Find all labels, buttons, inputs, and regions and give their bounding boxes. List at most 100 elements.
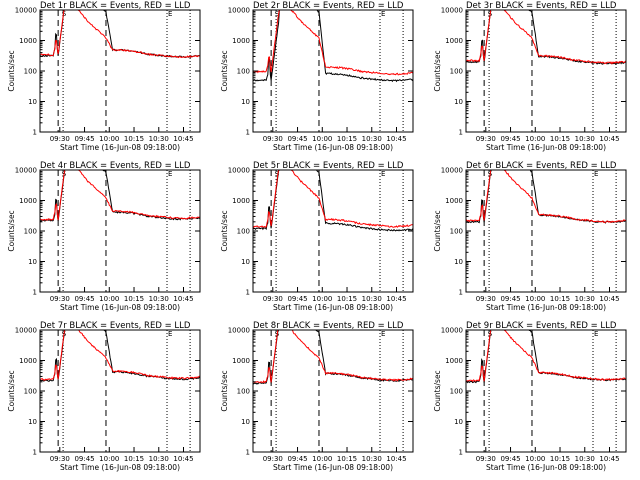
- x-tick-label: 10:45: [599, 455, 619, 463]
- y-tick-label: 100: [24, 68, 37, 76]
- series-lld-line: [465, 9, 627, 65]
- chart-panel: Det 3r BLACK = Events, RED = LLD S E 1 10 100…: [426, 0, 639, 160]
- x-tick-label: 10:15: [337, 135, 357, 143]
- x-tick-label: 10:30: [149, 135, 169, 143]
- x-tick-label: 09:30: [50, 455, 70, 463]
- chart-panel: Det 4r BLACK = Events, RED = LLD S E 1 10 100…: [0, 160, 213, 320]
- end-marker: E: [594, 330, 598, 338]
- y-tick-label: 10: [28, 258, 37, 266]
- x-tick-label: 10:15: [124, 295, 144, 303]
- x-tick-label: 10:15: [550, 295, 570, 303]
- y-tick-label: 10: [454, 418, 463, 426]
- x-tick-label: 10:00: [312, 295, 332, 303]
- plot-frame: [252, 329, 414, 453]
- y-tick-label: 100: [450, 228, 463, 236]
- series-lld-line: [252, 329, 414, 384]
- y-tick-label: 10: [28, 98, 37, 106]
- y-tick-label: 1000: [445, 197, 463, 205]
- x-tick-label: 10:30: [362, 295, 382, 303]
- y-axis-label: Counts/sec: [433, 50, 442, 91]
- x-tick-label: 10:00: [99, 135, 119, 143]
- end-marker: E: [381, 170, 385, 178]
- plot-frame: [465, 169, 627, 293]
- x-tick-label: 09:45: [74, 295, 94, 303]
- y-tick-label: 10: [454, 258, 463, 266]
- chart-panel: Det 9r BLACK = Events, RED = LLD S E 1 10 100…: [426, 320, 639, 480]
- y-axis-label: Counts/sec: [220, 210, 229, 251]
- series-lld-line: [465, 329, 626, 383]
- x-tick-label: 09:30: [476, 135, 496, 143]
- x-tick-label: 09:30: [263, 455, 283, 463]
- y-tick-label: 1: [459, 129, 463, 137]
- y-tick-label: 10000: [228, 327, 250, 335]
- y-tick-label: 10: [241, 258, 250, 266]
- y-tick-label: 100: [24, 388, 37, 396]
- y-tick-label: 1000: [19, 197, 37, 205]
- y-axis-label: Counts/sec: [7, 210, 16, 251]
- x-tick-label: 09:45: [287, 295, 307, 303]
- x-tick-label: 10:30: [575, 455, 595, 463]
- series-events-line: [39, 329, 201, 382]
- x-tick-label: 10:15: [550, 135, 570, 143]
- panel-title: Det 8r BLACK = Events, RED = LLD: [253, 321, 404, 331]
- end-marker: E: [168, 10, 172, 18]
- y-tick-label: 1: [459, 449, 463, 457]
- y-axis-label: Counts/sec: [220, 50, 229, 91]
- start-marker: S: [62, 10, 67, 18]
- x-tick-label: 09:30: [476, 295, 496, 303]
- start-marker: S: [275, 170, 280, 178]
- y-tick-label: 10000: [441, 7, 463, 15]
- y-tick-label: 1: [33, 449, 37, 457]
- y-tick-label: 100: [237, 228, 250, 236]
- y-tick-label: 10000: [15, 327, 37, 335]
- x-axis-label: Start Time (16-Jun-08 09:18:00): [273, 143, 393, 152]
- x-tick-label: 09:45: [74, 455, 94, 463]
- x-axis-label: Start Time (16-Jun-08 09:18:00): [60, 303, 180, 312]
- y-tick-label: 10000: [441, 167, 463, 175]
- y-tick-label: 10: [454, 98, 463, 106]
- x-tick-label: 10:30: [362, 135, 382, 143]
- y-tick-label: 1: [246, 449, 250, 457]
- x-tick-label: 10:45: [386, 455, 406, 463]
- y-tick-label: 100: [450, 388, 463, 396]
- series-events-line: [252, 9, 414, 83]
- x-tick-label: 09:30: [50, 295, 70, 303]
- plot-frame: [39, 169, 201, 293]
- plot-frame: [39, 9, 201, 133]
- y-tick-label: 1: [459, 289, 463, 297]
- end-marker: E: [381, 10, 385, 18]
- x-tick-label: 10:00: [525, 135, 545, 143]
- series-lld-line: [252, 169, 414, 229]
- chart-panel: Det 8r BLACK = Events, RED = LLD S E 1 10 100…: [213, 320, 426, 480]
- x-tick-label: 10:45: [173, 135, 193, 143]
- y-tick-label: 10: [241, 418, 250, 426]
- x-tick-label: 10:45: [173, 295, 193, 303]
- x-tick-label: 09:45: [74, 135, 94, 143]
- x-tick-label: 10:15: [337, 455, 357, 463]
- y-tick-label: 1000: [232, 357, 250, 365]
- x-tick-label: 10:45: [386, 295, 406, 303]
- plot-frame: [465, 9, 627, 133]
- chart-panel: Det 2r BLACK = Events, RED = LLD S E 1 10 100…: [213, 0, 426, 160]
- y-axis-label: Counts/sec: [433, 370, 442, 411]
- x-tick-label: 09:45: [500, 455, 520, 463]
- x-tick-label: 09:45: [287, 455, 307, 463]
- x-tick-label: 10:00: [312, 455, 332, 463]
- panel-title: Det 4r BLACK = Events, RED = LLD: [40, 161, 191, 171]
- series-lld-line: [39, 329, 201, 381]
- y-axis-label: Counts/sec: [220, 370, 229, 411]
- y-tick-label: 100: [237, 388, 250, 396]
- series-lld-line: [252, 9, 414, 76]
- x-axis-label: Start Time (16-Jun-08 09:18:00): [486, 143, 606, 152]
- x-tick-label: 10:45: [386, 135, 406, 143]
- panel-title: Det 3r BLACK = Events, RED = LLD: [466, 1, 617, 11]
- x-tick-label: 10:15: [124, 135, 144, 143]
- plot-frame: [465, 329, 627, 453]
- y-tick-label: 10000: [15, 167, 37, 175]
